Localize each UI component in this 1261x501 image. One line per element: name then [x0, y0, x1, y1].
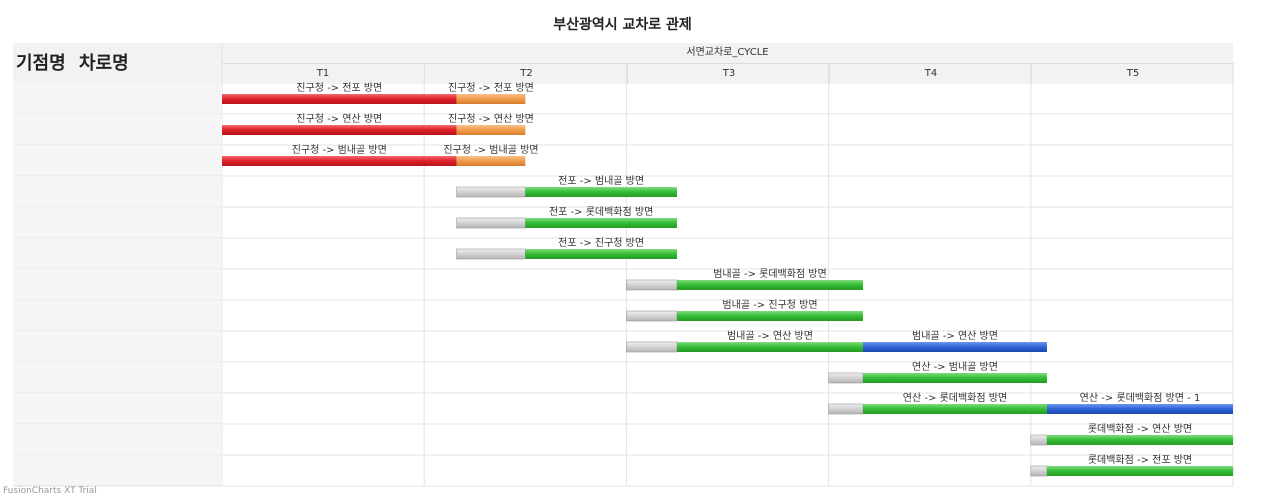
row-place-label: 롯데백화점 — [16, 432, 72, 446]
task-bar-blue[interactable] — [1046, 404, 1233, 414]
task-bar-gray[interactable] — [626, 341, 678, 353]
task-bar-green[interactable] — [676, 311, 863, 321]
task-label: 범내골 -> 연산 방면 — [727, 330, 813, 342]
task-bar-blue[interactable] — [862, 342, 1047, 352]
chart-title: 부산광역시 교차로 관제 — [553, 17, 692, 33]
row-place-label: 연산 — [16, 401, 39, 415]
task-bar-gray[interactable] — [456, 217, 526, 229]
phase-header-t4: T4 — [829, 63, 1032, 84]
task-label: 전포 -> 범내골 방면 — [558, 175, 644, 187]
row-lane-label: 롯데백화점 -> 연산 방면 — [80, 432, 206, 446]
task-label: 범내골 -> 연산 방면 — [912, 330, 998, 342]
row-lane-label: 범내골 -> 진구청 방면 — [80, 308, 195, 322]
task-bar-gray[interactable] — [456, 248, 526, 260]
row-lane-label: 범내골 -> 연산 방면 — [80, 339, 184, 353]
row-place-label: 범내골 — [16, 277, 50, 291]
row-lane-label: 진구청 -> 범내골 방면 — [80, 153, 195, 167]
trial-watermark: FusionCharts XT Trial — [3, 486, 97, 496]
task-bar-green[interactable] — [862, 373, 1047, 383]
row-lane-label: 전포 -> 범내골 방면 — [80, 184, 184, 198]
task-bar-gray[interactable] — [1030, 465, 1048, 477]
task-bar-gray[interactable] — [626, 310, 678, 322]
task-label: 진구청 -> 범내골 방면 — [443, 144, 538, 156]
task-bar-green[interactable] — [525, 249, 677, 259]
phase-header-t3: T3 — [627, 63, 830, 84]
task-bar-gray[interactable] — [828, 372, 864, 384]
row-place-label: 진구청 — [16, 153, 50, 167]
cycle-header: 서면교차로_CYCLE — [222, 43, 1233, 63]
task-bar-gray[interactable] — [456, 186, 526, 198]
task-bar-gray[interactable] — [626, 279, 678, 291]
row-place-label: 롯데백화점 — [16, 463, 72, 477]
row-place-label: 전포 — [16, 184, 39, 198]
task-bar-gray[interactable] — [828, 403, 864, 415]
task-bar-orange[interactable] — [456, 125, 526, 135]
phase-header-t1: T1 — [222, 63, 424, 84]
task-label: 연산 -> 롯데백화점 방면 - 1 — [1080, 392, 1201, 404]
row-lane-label: 진구청 -> 전포 방면 — [80, 91, 184, 105]
task-label: 진구청 -> 연산 방면 — [296, 113, 382, 125]
task-label: 전포 -> 롯데백화점 방면 — [549, 206, 653, 218]
row-place-label: 연산 — [16, 370, 39, 384]
row-lane-label: 전포 -> 롯데백화점 방면 — [80, 215, 206, 229]
task-label: 범내골 -> 롯데백화점 방면 — [713, 268, 827, 280]
task-bar-green[interactable] — [1046, 435, 1233, 445]
row-lane-label: 진구청 -> 연산 방면 — [80, 122, 184, 136]
task-label: 범내골 -> 진구청 방면 — [722, 299, 817, 311]
row-lane-label: 범내골 -> 롯데백화점 방면 — [80, 277, 217, 291]
task-bar-red[interactable] — [222, 125, 457, 135]
task-bar-green[interactable] — [1046, 466, 1233, 476]
task-label: 롯데백화점 -> 전포 방면 — [1088, 454, 1192, 466]
row-lane-label: 연산 -> 롯데백화점 방면 — [80, 401, 206, 415]
task-label: 연산 -> 롯데백화점 방면 — [903, 392, 1007, 404]
task-label: 진구청 -> 범내골 방면 — [292, 144, 387, 156]
row-lane-label: 롯데백화점 -> 전포 방면 — [80, 463, 206, 477]
task-bar-green[interactable] — [862, 404, 1047, 414]
row-place-label: 전포 — [16, 246, 39, 260]
task-label: 전포 -> 진구청 방면 — [558, 237, 644, 249]
task-bar-green[interactable] — [525, 187, 677, 197]
row-place-label: 전포 — [16, 215, 39, 229]
row-lane-label: 연산 -> 범내골 방면 — [80, 370, 184, 384]
task-bar-red[interactable] — [222, 156, 457, 166]
row-place-label: 범내골 — [16, 339, 50, 353]
row-place-label: 진구청 — [16, 122, 50, 136]
task-bar-green[interactable] — [525, 218, 677, 228]
column-header-lane: 차로명 — [79, 53, 129, 74]
task-bar-red[interactable] — [222, 94, 457, 104]
task-bar-green[interactable] — [676, 342, 863, 352]
task-label: 진구청 -> 연산 방면 — [448, 113, 534, 125]
phase-header-t2: T2 — [424, 63, 628, 84]
row-lane-label: 전포 -> 진구청 방면 — [80, 246, 184, 260]
column-header-place: 기점명 — [16, 53, 66, 74]
table-header-left — [13, 43, 222, 83]
row-place-label: 범내골 — [16, 308, 50, 322]
task-bar-orange[interactable] — [456, 94, 526, 104]
task-label: 연산 -> 범내골 방면 — [912, 361, 998, 373]
task-bar-gray[interactable] — [1030, 434, 1048, 446]
phase-header-t5: T5 — [1031, 63, 1234, 84]
task-bar-green[interactable] — [676, 280, 863, 290]
row-place-label: 진구청 — [16, 91, 50, 105]
task-label: 롯데백화점 -> 연산 방면 — [1088, 423, 1192, 435]
task-bar-orange[interactable] — [456, 156, 526, 166]
